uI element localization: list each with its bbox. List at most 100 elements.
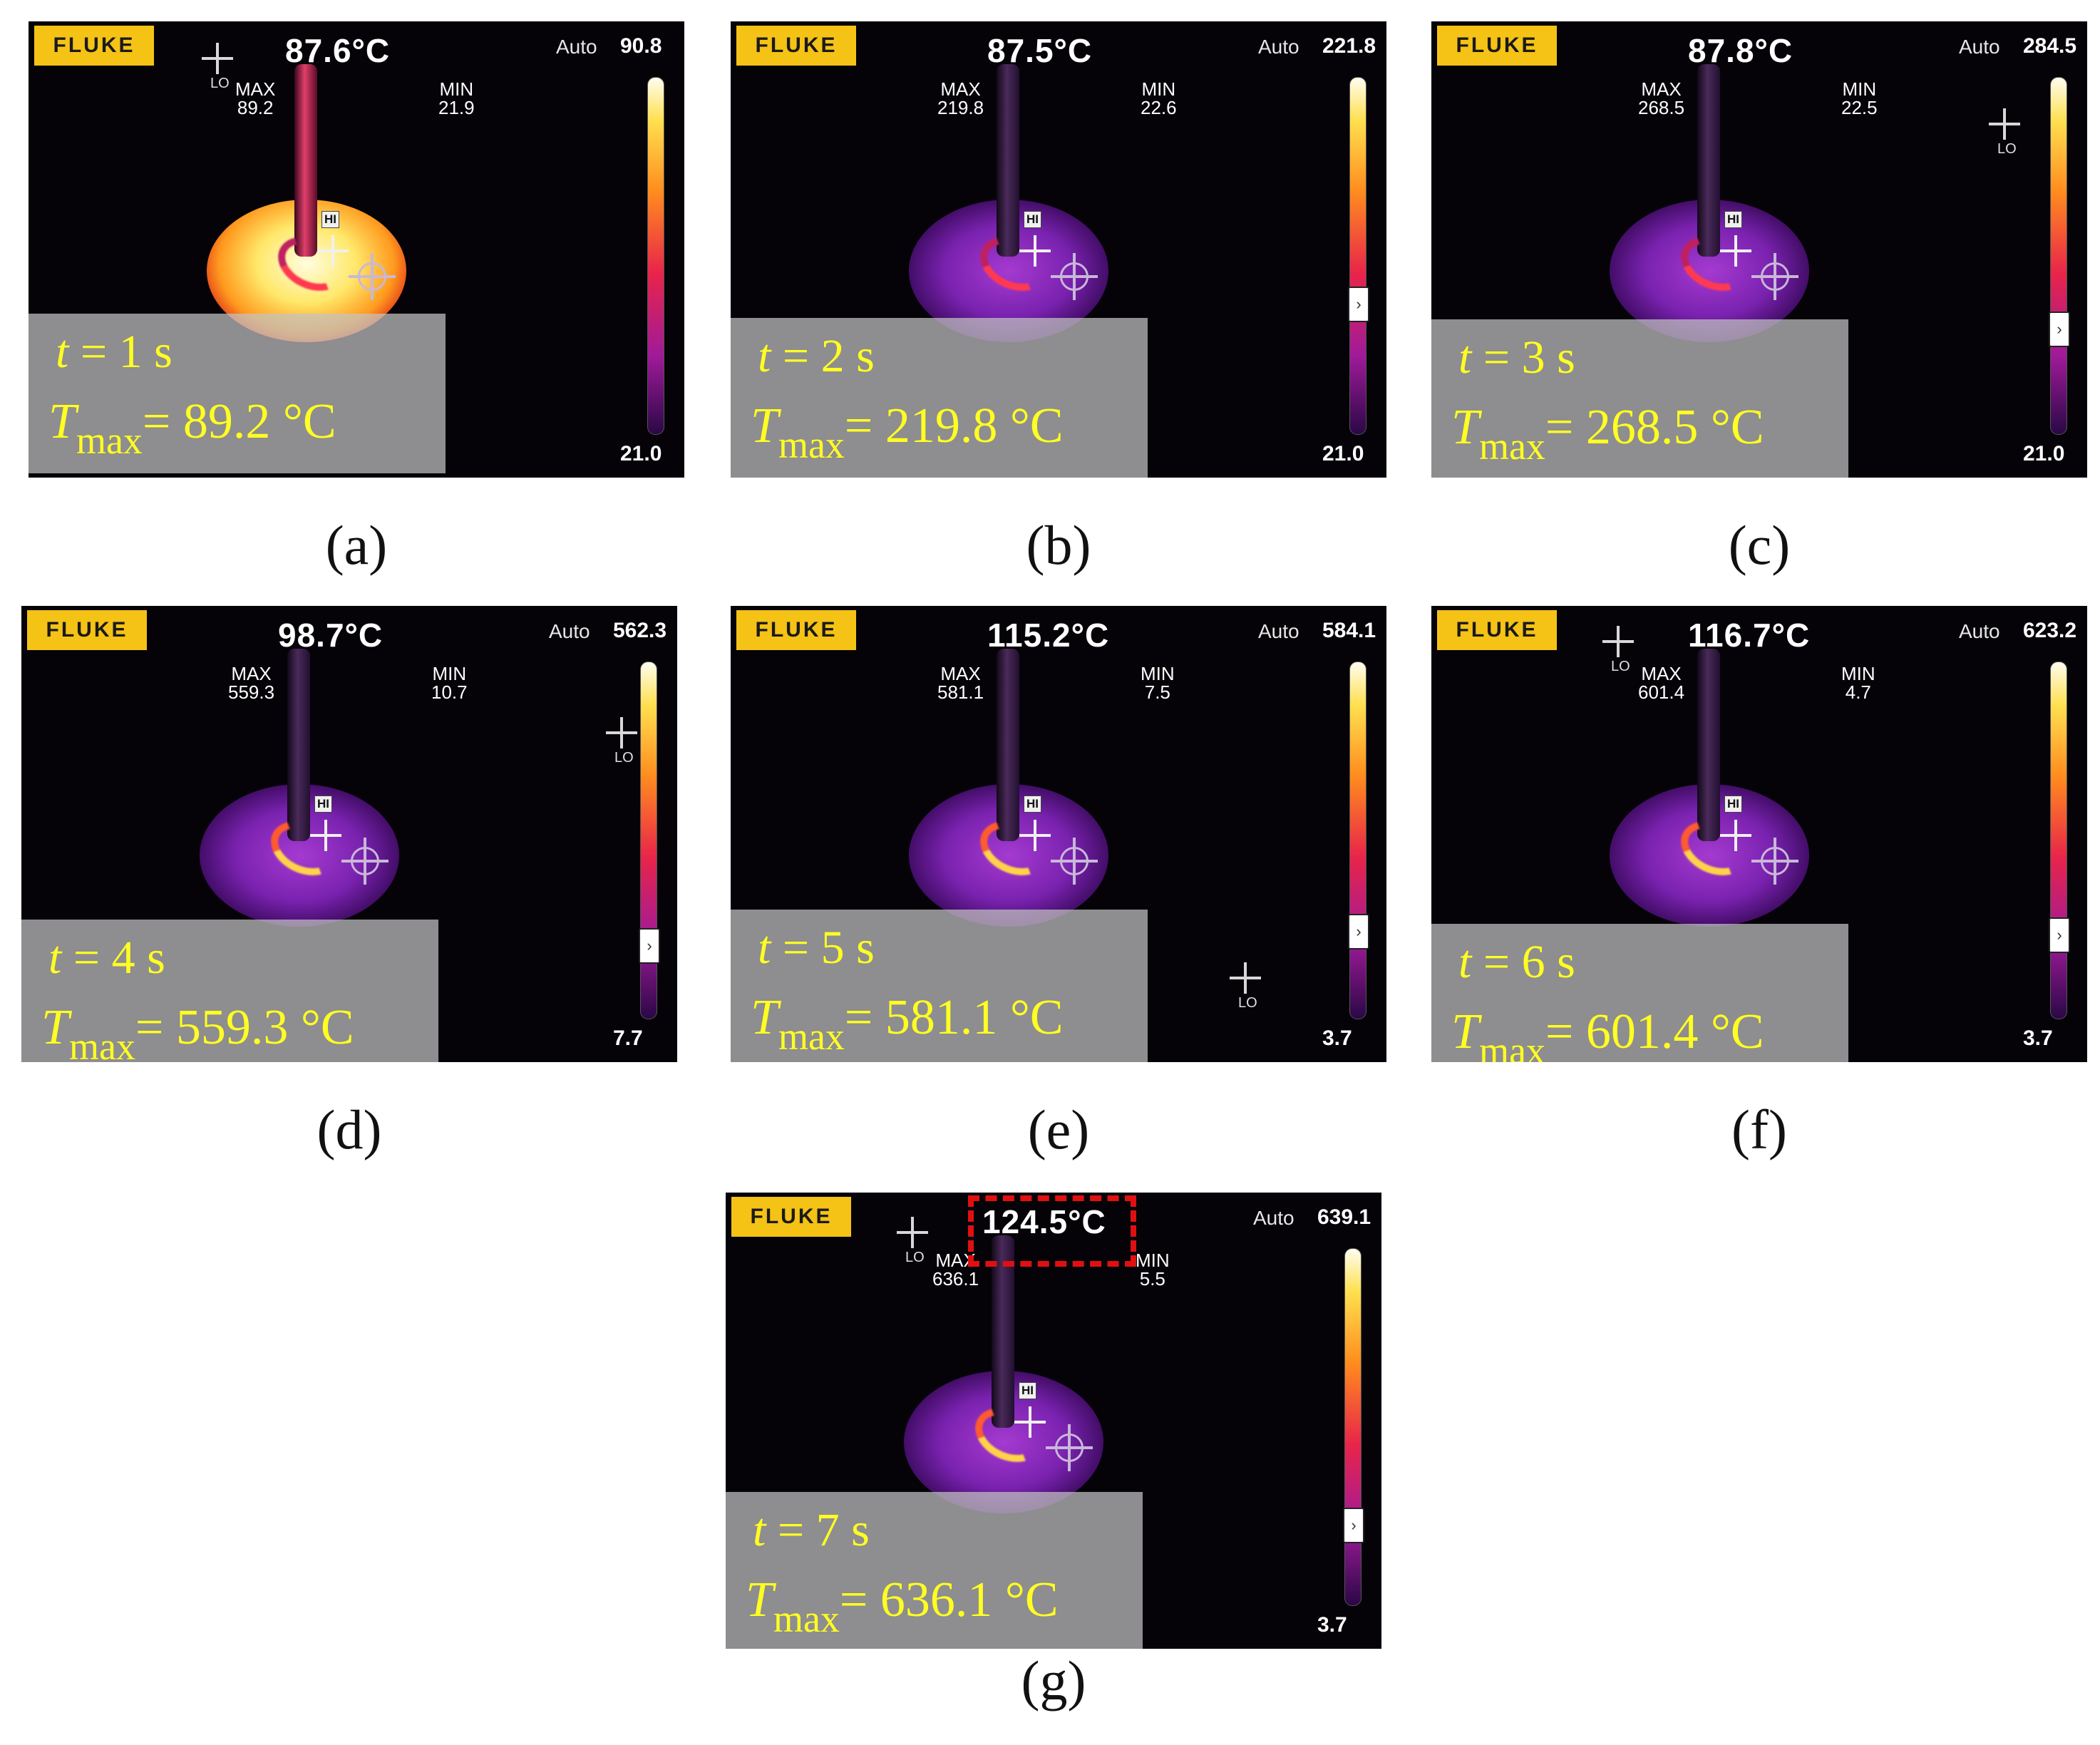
scale-level-marker: › xyxy=(1348,914,1369,949)
center-temperature: 98.7°C xyxy=(278,617,384,654)
thermal-panel-g: FLUKE 124.5°C Auto 639.1 3.7 MAX 636.1 M… xyxy=(726,1193,1517,1711)
hi-crosshair-icon: HI xyxy=(1014,1382,1046,1438)
annotation-overlay: t = 2 s Tmax= 219.8 °C xyxy=(731,318,1148,478)
time-value: 6 s xyxy=(1521,936,1575,988)
brand-label: FLUKE xyxy=(750,1205,833,1228)
min-value: 5.5 xyxy=(1139,1268,1165,1290)
brand-logo: FLUKE xyxy=(736,610,856,650)
min-label: MIN xyxy=(439,78,474,100)
color-scale-bar xyxy=(647,77,664,435)
min-value: 7.5 xyxy=(1144,681,1170,703)
tmax-value: 601.4 °C xyxy=(1585,1004,1764,1059)
min-label: MIN xyxy=(1842,78,1877,100)
max-value: 89.2 xyxy=(237,97,274,118)
hi-crosshair-icon: HI xyxy=(1720,211,1751,267)
scale-marker-glyph: › xyxy=(2057,320,2062,338)
time-annotation: t = 2 s xyxy=(758,330,875,382)
time-annotation: t = 6 s xyxy=(1458,936,1575,988)
center-spot-icon xyxy=(1751,253,1798,300)
auto-label: Auto xyxy=(1253,1207,1295,1229)
brand-label: FLUKE xyxy=(1456,34,1538,57)
thermal-panel-a: FLUKE 87.6°C Auto 90.8 21.0 MAX 89.2 MIN… xyxy=(29,21,820,576)
center-temperature: 116.7°C xyxy=(1688,617,1811,654)
panel-caption: (g) xyxy=(1021,1649,1086,1711)
brand-label: FLUKE xyxy=(755,34,838,57)
tmax-value: 581.1 °C xyxy=(885,990,1064,1045)
brand-logo: FLUKE xyxy=(34,26,154,66)
min-label: MIN xyxy=(1136,1250,1170,1271)
auto-label: Auto xyxy=(1258,36,1299,58)
tmax-annotation: Tmax= 219.8 °C xyxy=(751,398,1064,466)
tool-shaft xyxy=(997,64,1019,257)
tool-shaft xyxy=(294,64,317,257)
brand-logo: FLUKE xyxy=(731,1197,851,1237)
lo-tag: LO xyxy=(210,76,230,91)
scale-marker-glyph: › xyxy=(1356,922,1362,940)
tool-shaft xyxy=(992,1235,1014,1428)
range-max: 584.1 xyxy=(1322,619,1376,642)
center-temperature: 124.5°C xyxy=(982,1203,1106,1240)
lo-tag: LO xyxy=(1238,995,1257,1011)
thermal-panel-f: FLUKE 116.7°C Auto 623.2 3.7 MAX 601.4 M… xyxy=(1431,606,2100,1160)
tmax-value: 219.8 °C xyxy=(885,398,1064,453)
annotation-overlay: t = 5 s Tmax= 581.1 °C xyxy=(731,910,1148,1062)
hi-tag: HI xyxy=(1024,796,1041,813)
lo-tag: LO xyxy=(614,750,634,766)
max-readout: MAX 601.4 xyxy=(1638,664,1684,701)
tmax-annotation: Tmax= 268.5 °C xyxy=(1451,400,1764,468)
min-value: 21.9 xyxy=(438,97,475,118)
scale-level-marker: › xyxy=(1343,1508,1364,1543)
range-min: 21.0 xyxy=(620,442,662,465)
color-scale-bar xyxy=(2050,77,2067,435)
brand-logo: FLUKE xyxy=(1437,26,1557,66)
color-scale-bar xyxy=(640,662,657,1019)
thermal-panel-c: FLUKE 87.8°C Auto 284.5 21.0 MAX 268.5 M… xyxy=(1431,21,2100,576)
scale-level-marker: › xyxy=(639,928,660,964)
range-max: 623.2 xyxy=(2023,619,2077,642)
scale-marker-glyph: › xyxy=(1351,1516,1357,1534)
auto-label: Auto xyxy=(1959,36,2000,58)
center-temperature: 87.5°C xyxy=(987,32,1093,69)
max-value: 559.3 xyxy=(228,681,275,703)
color-scale-bar xyxy=(2050,662,2067,1019)
max-readout: MAX 268.5 xyxy=(1638,80,1684,117)
center-temperature: 87.8°C xyxy=(1688,32,1793,69)
color-scale-bar xyxy=(1344,1248,1362,1606)
min-label: MIN xyxy=(1141,663,1175,684)
auto-label: Auto xyxy=(1959,620,2000,642)
annotation-overlay: t = 4 s Tmax= 559.3 °C xyxy=(21,920,438,1062)
tmax-annotation: Tmax= 559.3 °C xyxy=(41,1000,354,1062)
max-readout: MAX 559.3 xyxy=(228,664,274,701)
scale-level-marker: › xyxy=(2049,312,2070,347)
panel-caption: (b) xyxy=(1026,514,1091,576)
min-readout: MIN 21.9 xyxy=(438,80,475,117)
max-value: 601.4 xyxy=(1638,681,1685,703)
brand-label: FLUKE xyxy=(53,34,135,57)
scale-marker-glyph: › xyxy=(1356,295,1362,313)
time-value: 7 s xyxy=(815,1504,870,1556)
hi-tag: HI xyxy=(1724,211,1742,228)
range-max: 284.5 xyxy=(2023,34,2077,58)
panel-caption: (e) xyxy=(1027,1098,1090,1160)
lo-crosshair-icon: LO xyxy=(1602,626,1634,674)
panel-caption: (f) xyxy=(1731,1098,1787,1160)
highlight-box xyxy=(968,1195,1136,1267)
max-readout: MAX 581.1 xyxy=(937,664,984,701)
thermal-image: FLUKE 87.5°C Auto 221.8 21.0 MAX 219.8 M… xyxy=(731,21,1386,478)
range-min: 21.0 xyxy=(2023,442,2065,465)
max-label: MAX xyxy=(1641,663,1682,684)
range-max: 90.8 xyxy=(620,34,662,58)
brand-logo: FLUKE xyxy=(1437,610,1557,650)
range-min: 3.7 xyxy=(1322,1026,1352,1050)
time-annotation: t = 4 s xyxy=(48,932,165,984)
time-value: 4 s xyxy=(111,932,165,984)
max-label: MAX xyxy=(940,663,981,684)
brand-label: FLUKE xyxy=(1456,618,1538,642)
time-value: 1 s xyxy=(118,326,173,378)
min-readout: MIN 4.7 xyxy=(1841,664,1875,701)
max-label: MAX xyxy=(235,78,276,100)
center-spot-icon xyxy=(1051,838,1098,885)
panel-caption: (a) xyxy=(325,514,388,576)
annotation-overlay: t = 3 s Tmax= 268.5 °C xyxy=(1431,319,1848,478)
min-value: 10.7 xyxy=(431,681,468,703)
